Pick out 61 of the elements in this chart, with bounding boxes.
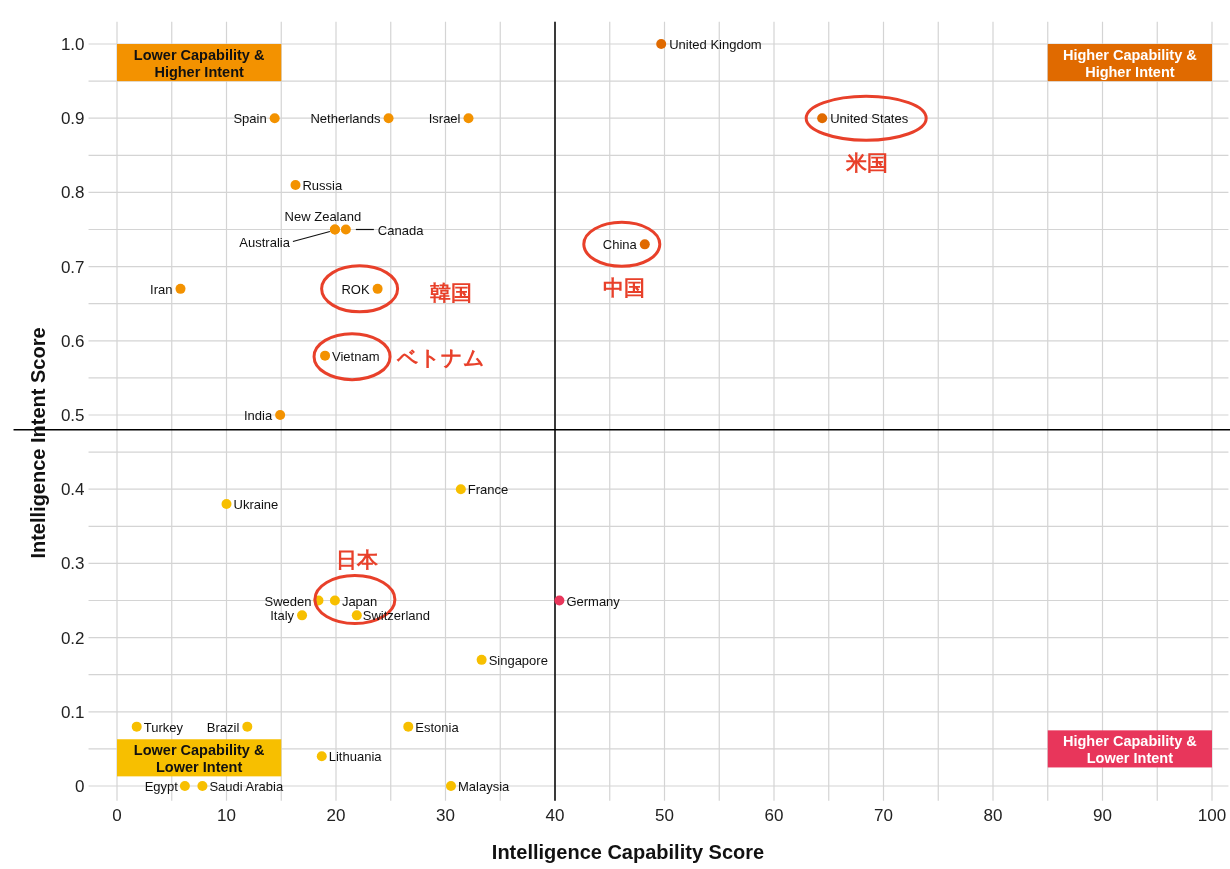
- x-axis-title: Intelligence Capability Score: [491, 841, 765, 863]
- annotation: Canada: [377, 222, 425, 238]
- y-tick-label: 0: [75, 777, 85, 796]
- text: Higher Capability & Lower Intent: [1063, 732, 1198, 766]
- annotation: Ukraine: [233, 497, 279, 513]
- annotation: Brazil: [206, 719, 240, 735]
- series-label: Lower Capability & Lower Intent: [133, 741, 265, 775]
- annotation: Turkey: [143, 719, 184, 735]
- text: Lower Capability & Higher Intent: [133, 46, 265, 80]
- annotation: China: [602, 237, 638, 253]
- annotation: United Kingdom: [669, 37, 762, 52]
- x-tick-label: 50: [655, 805, 674, 825]
- annotation: Malaysia: [457, 779, 511, 794]
- x-tick-label: 80: [983, 805, 1003, 825]
- y-tick-label: 0.5: [60, 406, 85, 425]
- x-tick-label: 100: [1197, 805, 1227, 825]
- annotation: France: [467, 482, 509, 498]
- annotation: Vietnam: [332, 348, 380, 364]
- annotation: Iran: [150, 281, 173, 297]
- annotation: Lithuania: [328, 749, 383, 765]
- annotation: Estonia: [415, 719, 460, 735]
- annotation: Japan: [341, 593, 378, 609]
- annotation: Spain: [233, 111, 267, 127]
- annotation: 韓国: [429, 280, 472, 304]
- text: Higher Capability & Higher Intent: [1063, 46, 1198, 80]
- annotation: Saudi Arabia: [209, 779, 284, 794]
- y-tick-label: 0.7: [60, 257, 85, 277]
- y-tick-label: 0.4: [60, 480, 85, 500]
- y-tick-label: 1.0: [60, 35, 85, 54]
- annotation: India: [243, 408, 273, 423]
- x-tick-label: 90: [1093, 805, 1112, 825]
- annotation: Israel: [428, 111, 461, 127]
- annotation: Germany: [566, 593, 621, 609]
- annotation: ベトナム: [396, 345, 486, 369]
- annotation: United States: [830, 111, 909, 127]
- annotation: New Zealand: [284, 208, 362, 224]
- y-tick-label: 0.8: [60, 183, 85, 203]
- x-tick-label: 10: [217, 805, 236, 825]
- annotation: 中国: [602, 276, 645, 300]
- annotation: Sweden: [264, 593, 312, 609]
- annotation: Netherlands: [310, 111, 382, 127]
- annotation: Singapore: [488, 652, 548, 668]
- x-tick-label: 60: [764, 805, 784, 825]
- annotation: 米国: [845, 151, 889, 175]
- annotation: 日本: [335, 547, 379, 571]
- y-tick-label: 0.6: [60, 331, 85, 351]
- y-tick-label: 0.3: [60, 554, 85, 574]
- annotation: Russia: [302, 177, 343, 193]
- annotation: Australia: [239, 234, 291, 250]
- annotation: ROK: [341, 281, 370, 297]
- y-tick-label: 0.2: [60, 628, 85, 648]
- y-axis-title: Intelligence Intent Score: [27, 327, 49, 559]
- x-tick-label: 20: [326, 805, 346, 825]
- y-tick-label: 0.9: [60, 109, 85, 129]
- x-tick-label: 70: [874, 805, 893, 825]
- x-tick-label: 30: [436, 805, 455, 825]
- annotation: Egypt: [144, 779, 179, 794]
- y-tick-label: 0.1: [60, 702, 85, 722]
- annotation: Italy: [270, 608, 295, 624]
- x-tick-label: 40: [545, 805, 565, 825]
- x-tick-label: 0: [112, 805, 122, 825]
